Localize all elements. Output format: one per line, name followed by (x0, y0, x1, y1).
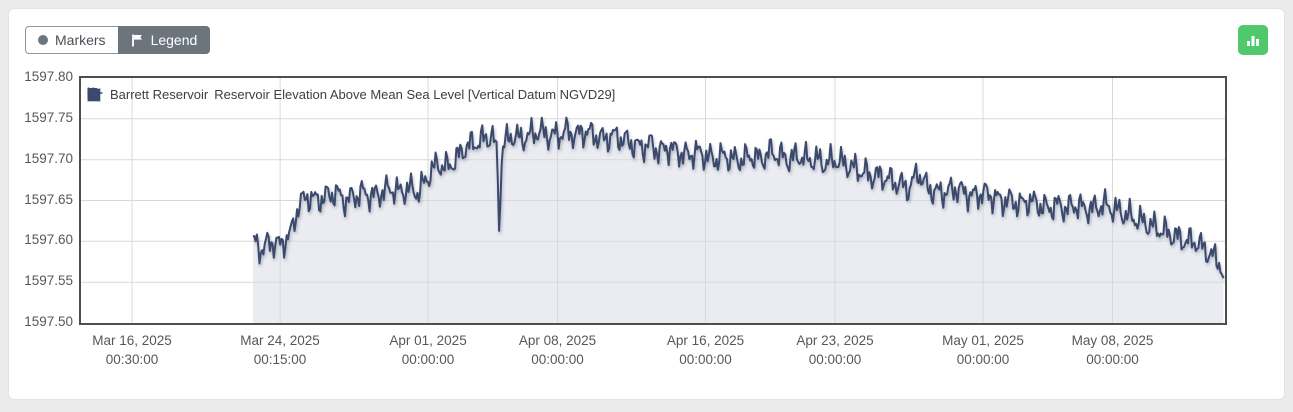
x-axis-tick: Apr 01, 2025 00:00:00 (389, 333, 467, 367)
markers-toggle-label: Markers (55, 32, 106, 48)
chart-options-toggle-group: Markers Legend (25, 26, 211, 54)
x-axis-tick: Mar 16, 2025 00:30:00 (92, 333, 172, 367)
y-axis-tick: 1597.75 (24, 109, 73, 125)
marker-dot-icon (38, 35, 48, 45)
x-axis-tick: Apr 08, 2025 00:00:00 (518, 333, 597, 367)
legend-parameter-label: Reservoir Elevation Above Mean Sea Level… (214, 87, 616, 102)
legend-toggle-label: Legend (150, 32, 198, 48)
chart-type-button[interactable] (1238, 25, 1268, 55)
y-axis-tick: 1597.65 (24, 191, 73, 207)
markers-toggle-button[interactable]: Markers (25, 26, 118, 54)
x-axis-tick: May 01, 2025 00:00:00 (942, 333, 1024, 367)
plot-area[interactable]: Barrett Reservoir Reservoir Elevation Ab… (79, 76, 1227, 325)
series-svg (81, 78, 1225, 323)
y-axis-tick: 1597.55 (24, 273, 73, 289)
y-axis-tick: 1597.70 (24, 150, 73, 166)
chart-legend[interactable]: Barrett Reservoir Reservoir Elevation Ab… (87, 87, 615, 102)
x-axis-tick: Mar 24, 2025 00:15:00 (240, 333, 320, 367)
chart-card: Markers Legend 1597.80 1597.75 1597.70 1… (8, 8, 1285, 400)
y-axis-tick: 1597.80 (24, 69, 73, 84)
bar-chart-icon (1246, 34, 1260, 47)
legend-toggle-button[interactable]: Legend (117, 26, 211, 54)
flag-icon (131, 34, 144, 47)
x-axis-tick: May 08, 2025 00:00:00 (1071, 333, 1154, 367)
legend-site-label: Barrett Reservoir (110, 87, 209, 102)
y-axis-tick: 1597.50 (24, 314, 73, 329)
x-axis-tick: Apr 16, 2025 00:00:00 (666, 333, 745, 367)
y-axis-tick: 1597.60 (24, 232, 73, 248)
x-axis-tick: Apr 23, 2025 00:00:00 (796, 333, 874, 367)
